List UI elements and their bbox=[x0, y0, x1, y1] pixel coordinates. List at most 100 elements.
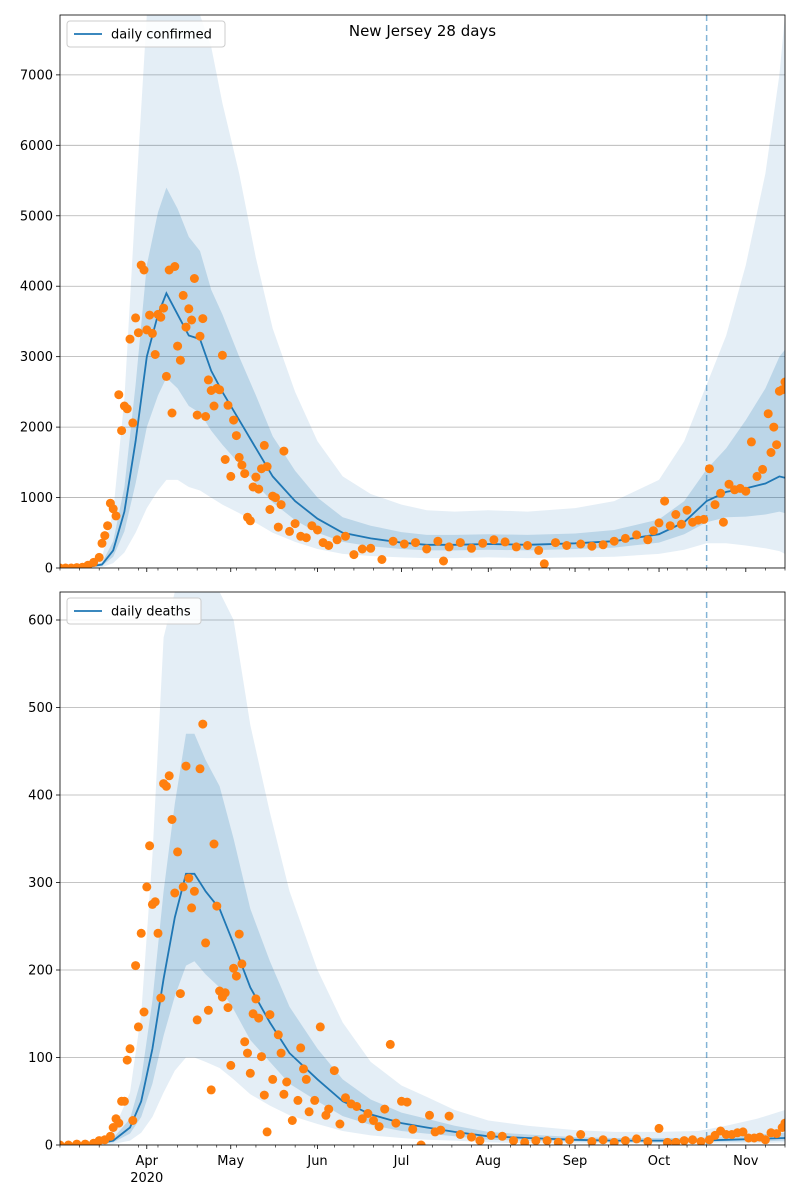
x-year-label: 2020 bbox=[130, 1171, 163, 1186]
data-point bbox=[170, 262, 180, 271]
data-point bbox=[436, 1125, 446, 1135]
data-point bbox=[229, 963, 239, 973]
x-tick-label: Jun bbox=[306, 1154, 327, 1169]
data-point bbox=[145, 841, 155, 851]
data-point bbox=[181, 322, 191, 332]
data-point bbox=[562, 541, 572, 550]
data-point bbox=[167, 408, 177, 418]
data-point bbox=[523, 541, 532, 550]
y-tick-label: 4000 bbox=[20, 280, 53, 295]
data-point bbox=[198, 314, 208, 324]
data-point bbox=[738, 1127, 748, 1137]
data-point bbox=[299, 1064, 308, 1074]
data-point bbox=[257, 1052, 266, 1062]
y-tick-label: 2000 bbox=[20, 421, 53, 436]
data-point bbox=[156, 312, 166, 322]
data-point bbox=[704, 464, 714, 474]
data-point bbox=[455, 538, 465, 548]
data-point bbox=[131, 961, 141, 971]
data-point bbox=[609, 1137, 619, 1145]
legend-label: daily confirmed bbox=[111, 28, 212, 43]
data-point bbox=[766, 448, 776, 457]
data-point bbox=[128, 1116, 138, 1125]
data-point bbox=[72, 1139, 82, 1145]
y-tick-label: 6000 bbox=[20, 139, 53, 154]
data-point bbox=[223, 400, 233, 410]
data-point bbox=[780, 1118, 785, 1128]
y-tick-label: 500 bbox=[28, 701, 53, 716]
data-point bbox=[369, 1116, 378, 1125]
data-point bbox=[133, 1022, 143, 1032]
data-point bbox=[189, 886, 199, 896]
data-point bbox=[201, 412, 211, 421]
data-point bbox=[587, 1137, 597, 1145]
data-point bbox=[539, 559, 549, 568]
data-point bbox=[259, 1090, 269, 1100]
x-tick-label: Jul bbox=[393, 1154, 410, 1169]
data-point bbox=[324, 541, 334, 550]
data-point bbox=[290, 519, 300, 529]
data-point bbox=[357, 1114, 367, 1124]
data-point bbox=[363, 1109, 373, 1118]
data-point bbox=[329, 1066, 339, 1076]
data-point bbox=[259, 440, 269, 450]
data-point bbox=[198, 719, 208, 729]
data-point bbox=[402, 1097, 412, 1107]
data-point bbox=[598, 540, 608, 550]
data-point bbox=[377, 555, 387, 564]
data-point bbox=[324, 1104, 334, 1114]
data-point bbox=[131, 313, 141, 323]
data-point bbox=[223, 1003, 233, 1013]
data-point bbox=[226, 1060, 236, 1070]
data-point bbox=[772, 1129, 782, 1139]
data-point bbox=[206, 1085, 216, 1095]
data-point bbox=[760, 1135, 770, 1145]
data-point bbox=[772, 440, 782, 450]
data-point bbox=[220, 455, 230, 464]
data-point bbox=[175, 989, 185, 999]
data-point bbox=[237, 460, 247, 470]
data-point bbox=[254, 484, 264, 494]
data-point bbox=[511, 542, 521, 552]
data-point bbox=[654, 518, 664, 528]
data-point bbox=[187, 315, 197, 325]
data-point bbox=[467, 543, 476, 553]
data-point bbox=[192, 410, 202, 420]
data-point bbox=[181, 761, 191, 771]
data-point bbox=[660, 496, 670, 506]
data-point bbox=[105, 1131, 115, 1141]
data-point bbox=[718, 517, 728, 527]
data-point bbox=[662, 1137, 672, 1145]
confidence-band-outer bbox=[60, 15, 785, 568]
data-point bbox=[335, 1119, 345, 1129]
data-point bbox=[60, 1140, 65, 1145]
data-point bbox=[531, 1136, 541, 1145]
data-point bbox=[147, 328, 157, 338]
confidence-band-outer bbox=[60, 592, 785, 1145]
data-point bbox=[139, 265, 149, 275]
data-point bbox=[542, 1136, 552, 1145]
data-point bbox=[304, 1107, 314, 1117]
data-point bbox=[178, 290, 188, 300]
data-point bbox=[119, 1096, 129, 1106]
x-tick-label: Apr bbox=[136, 1154, 159, 1169]
data-point bbox=[234, 929, 244, 939]
data-point bbox=[100, 531, 110, 541]
data-point bbox=[688, 1135, 698, 1145]
data-point bbox=[467, 1132, 476, 1142]
chart-panel-1: 0 1000 2000 3000 4000 5000 6000 7000 New Jersey … bbox=[20, 14, 786, 577]
data-point bbox=[184, 873, 194, 883]
data-point bbox=[391, 1118, 401, 1128]
data-point bbox=[643, 535, 653, 545]
data-point bbox=[215, 385, 225, 395]
data-point bbox=[671, 510, 681, 519]
data-point bbox=[301, 1074, 311, 1084]
data-point bbox=[497, 1131, 507, 1141]
data-point bbox=[632, 1134, 642, 1144]
x-tick-label: Nov bbox=[733, 1154, 759, 1169]
legend: daily confirmed bbox=[66, 20, 226, 48]
data-point bbox=[609, 536, 619, 546]
data-point bbox=[114, 1118, 124, 1128]
x-tick-label: Aug bbox=[476, 1154, 501, 1169]
